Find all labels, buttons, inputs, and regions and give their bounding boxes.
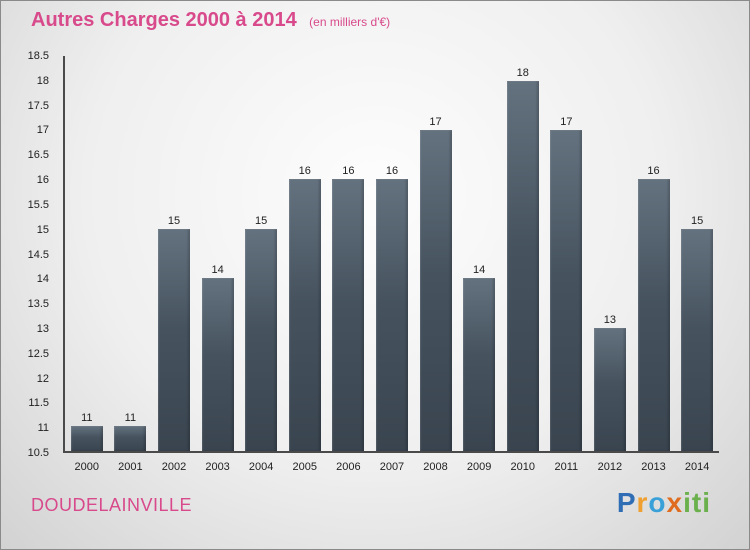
bar-value-label: 15	[690, 214, 704, 227]
x-tick-label: 2005	[292, 461, 317, 473]
bar-value-label: 16	[647, 165, 660, 178]
logo-letter: i	[683, 487, 692, 518]
x-tick-label: 2001	[118, 461, 143, 473]
bar-value-label: 16	[298, 165, 311, 178]
bars-group: 11 2000 11 2001 15 2002 14 2003 15 2004 16 2005 16 20…	[65, 56, 719, 473]
x-tick-label: 2008	[423, 461, 448, 473]
bar	[593, 327, 626, 451]
x-tick-label: 2012	[597, 461, 623, 473]
y-tick-label: 18	[36, 74, 49, 87]
y-tick-label: 12	[36, 372, 49, 385]
bar	[245, 228, 278, 451]
bar-group: 17 2008	[414, 56, 458, 473]
y-tick-label: 13	[36, 322, 49, 335]
x-tick-label: 2003	[205, 461, 230, 473]
bar-group: 16 2005	[283, 56, 327, 473]
bar-group: 16 2013	[632, 56, 676, 473]
plot-area: 11 2000 11 2001 15 2002 14 2003 15 2004 16 2005 16 20…	[63, 56, 719, 473]
logo-letter: o	[648, 487, 667, 518]
y-tick-label: 18.5	[27, 50, 49, 62]
x-tick-label: 2007	[379, 461, 405, 473]
logo-letter: x	[666, 487, 684, 518]
x-tick-label: 2006	[336, 461, 361, 473]
bar-group: 13 2012	[588, 56, 632, 473]
x-tick-label: 2011	[554, 461, 579, 473]
bar-group: 11 2001	[109, 56, 153, 473]
bar	[637, 179, 670, 451]
x-tick-label: 2010	[510, 461, 535, 473]
bar-value-label: 17	[429, 116, 442, 129]
bar-group: 15 2002	[152, 56, 196, 473]
bar-value-label: 11	[124, 412, 137, 425]
bar-value-label: 17	[560, 116, 573, 129]
x-tick-label: 2004	[248, 461, 274, 473]
y-tick-label: 17.5	[27, 99, 49, 112]
bar	[114, 426, 147, 451]
x-tick-label: 2000	[74, 461, 100, 473]
y-tick-label: 16	[36, 174, 49, 187]
logo-letter: i	[702, 487, 711, 518]
y-axis: 18.5 18 17.5 17 16.5 16 15.5 15 14.5 14 13.5 13 12.5…	[1, 50, 55, 459]
bar	[288, 179, 321, 451]
chart-title: Autres Charges 2000 à 2014	[31, 9, 297, 31]
bar-value-label: 16	[342, 165, 355, 178]
bar-group: 18 2010	[501, 56, 545, 473]
bar-value-label: 15	[255, 214, 268, 227]
y-tick-label: 16.5	[27, 149, 49, 162]
bar	[70, 426, 103, 451]
bar	[550, 130, 583, 451]
y-tick-label: 12.5	[27, 347, 49, 360]
y-tick-label: 13.5	[27, 298, 49, 311]
bar-value-label: 14	[211, 264, 224, 277]
bar-value-label: 15	[167, 214, 181, 227]
bar	[157, 228, 190, 451]
x-tick-label: 2014	[684, 461, 710, 473]
x-tick-label: 2009	[466, 461, 492, 473]
bar-group: 11 2000	[65, 56, 109, 473]
y-tick-label: 15	[36, 223, 49, 236]
bar-value-label: 13	[603, 313, 617, 326]
bar-group: 15 2004	[239, 56, 283, 473]
x-tick-label: 2013	[641, 461, 666, 473]
y-tick-label: 17	[36, 124, 49, 137]
proxiti-logo: Proxiti	[617, 487, 711, 519]
bar-value-label: 14	[473, 264, 486, 277]
bar	[463, 278, 496, 451]
bar	[332, 179, 365, 451]
logo-letter: t	[691, 487, 703, 518]
logo-letter: r	[636, 487, 649, 518]
bar-group: 16 2007	[370, 56, 414, 473]
y-tick-label: 14	[36, 273, 49, 286]
bar-group: 17 2011	[545, 56, 589, 473]
bar	[201, 278, 234, 451]
bar-group: 14 2003	[196, 56, 240, 473]
y-tick-label: 14.5	[27, 248, 49, 261]
chart-title-row: Autres Charges 2000 à 2014 (en milliers …	[31, 9, 390, 32]
bar-value-label: 11	[81, 412, 93, 425]
bar	[375, 179, 408, 451]
footer-location-label: DOUDELAINVILLE	[31, 495, 193, 515]
bar	[506, 80, 539, 451]
y-tick-label: 11.5	[28, 397, 49, 410]
bar	[419, 130, 452, 451]
y-tick-label: 15.5	[27, 198, 49, 211]
bar-group: 16 2006	[327, 56, 371, 473]
bar-group: 15 2014	[675, 56, 719, 473]
x-tick-label: 2002	[161, 461, 187, 473]
logo-letter: P	[616, 487, 637, 518]
y-tick-label: 10.5	[27, 447, 49, 459]
bar	[681, 228, 714, 451]
bar-value-label: 18	[516, 66, 529, 79]
chart-subtitle: (en milliers d'€)	[309, 15, 391, 29]
bar-group: 14 2009	[457, 56, 501, 473]
bar-value-label: 16	[385, 165, 399, 178]
y-tick-label: 11	[37, 422, 49, 435]
